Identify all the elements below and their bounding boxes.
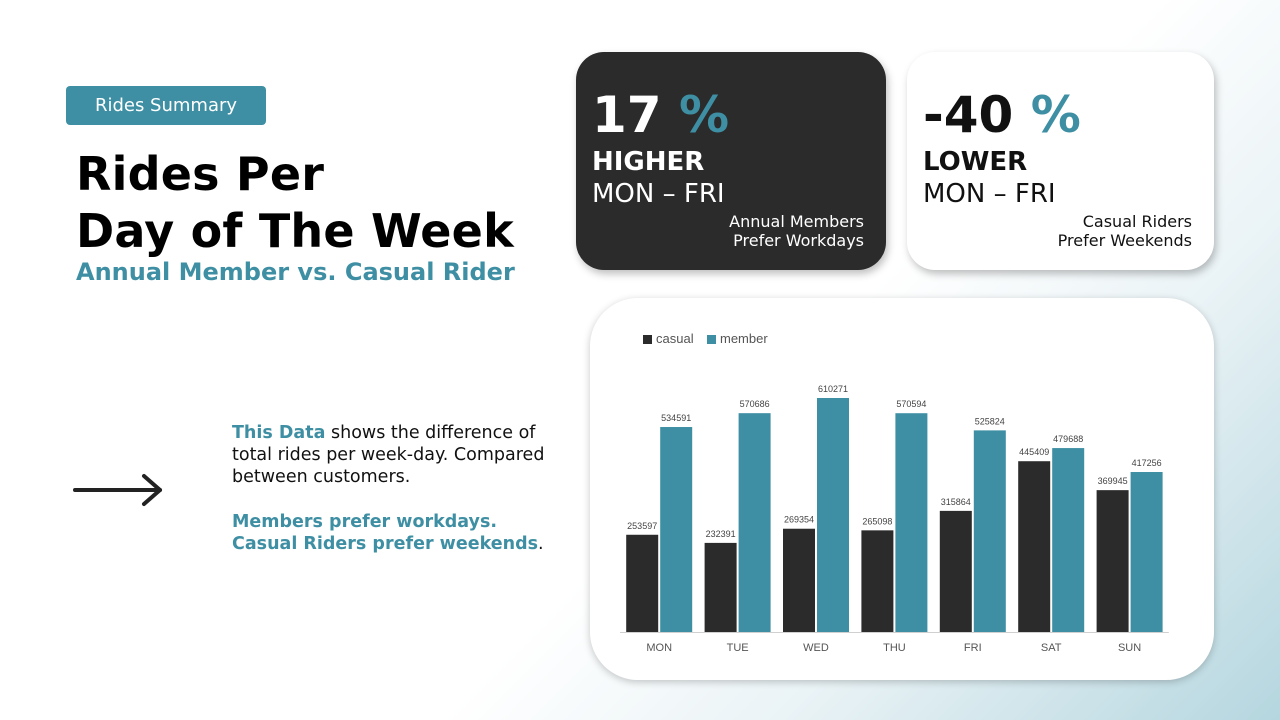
data-label-casual-fri: 315864 [941, 497, 971, 507]
page-title-line-1: Rides Per [76, 147, 325, 201]
data-label-casual-mon: 253597 [627, 521, 657, 531]
description-highlight: This Data [232, 423, 326, 443]
x-tick-label-tue: TUE [727, 642, 749, 654]
bar-casual-wed [783, 528, 815, 632]
page-title-line-2: Day of The Week [76, 204, 514, 258]
description-text: This Data shows the difference of total … [232, 422, 562, 555]
member-stat-note: Annual Members Prefer Workdays [729, 212, 864, 250]
casual-stat-note-line-1: Casual Riders [1082, 212, 1192, 231]
member-stat-days: MON – FRI [592, 179, 725, 209]
casual-stat-unit: % [1030, 86, 1081, 144]
x-tick-label-sat: SAT [1041, 642, 1062, 654]
data-label-casual-sun: 369945 [1098, 476, 1128, 486]
data-label-casual-thu: 265098 [862, 516, 892, 526]
bar-casual-mon [626, 534, 659, 632]
data-label-member-sat: 479688 [1053, 434, 1083, 444]
data-label-casual-sat: 445409 [1019, 447, 1049, 457]
description-members-note: Members prefer workdays. [232, 512, 498, 532]
bar-casual-sun [1096, 490, 1129, 632]
data-label-member-wed: 610271 [818, 384, 848, 394]
bar-member-wed [817, 398, 849, 632]
rides-summary-badge: Rides Summary [66, 86, 266, 125]
chart-card: casual member 253597 534591 MON 232391 570686 T… [590, 298, 1214, 680]
bar-member-thu [895, 413, 928, 632]
casual-stat-note: Casual Riders Prefer Weekends [1058, 212, 1192, 250]
data-label-member-tue: 570686 [740, 399, 770, 409]
bar-member-mon [660, 427, 693, 632]
bar-member-sat [1052, 448, 1085, 632]
data-label-casual-wed: 269354 [784, 515, 814, 525]
page-subtitle: Annual Member vs. Casual Rider [76, 258, 515, 286]
member-stat-note-line-1: Annual Members [729, 212, 864, 231]
bar-member-sun [1130, 472, 1163, 632]
casual-stat-value: -40 % [923, 88, 1192, 142]
member-stat-note-line-2: Prefer Workdays [733, 231, 864, 250]
bar-casual-sat [1018, 461, 1051, 632]
casual-stat-note-line-2: Prefer Weekends [1057, 231, 1192, 250]
data-label-member-fri: 525824 [975, 416, 1005, 426]
x-tick-label-mon: MON [646, 642, 672, 654]
x-tick-label-fri: FRI [964, 642, 982, 654]
x-tick-label-sun: SUN [1118, 642, 1141, 654]
x-tick-label-thu: THU [883, 642, 906, 654]
bar-casual-thu [861, 530, 894, 632]
member-stat-card: 17 % HIGHER MON – FRI Annual Members Pre… [576, 52, 886, 270]
data-label-member-mon: 534591 [661, 413, 691, 423]
description-body: shows the difference of total rides per … [232, 423, 545, 487]
casual-stat-days: MON – FRI [923, 179, 1056, 209]
legend-label-casual: casual [656, 331, 694, 346]
member-stat-value: 17 % [592, 88, 864, 142]
data-label-member-thu: 570594 [896, 399, 926, 409]
bar-member-fri [973, 430, 1006, 632]
legend-swatch-casual [643, 335, 652, 344]
legend-label-member: member [720, 331, 768, 346]
description-period: . [538, 534, 544, 554]
rides-bar-chart: casual member 253597 534591 MON 232391 570686 T… [620, 331, 1169, 654]
casual-stat-number: -40 [923, 86, 1014, 144]
member-stat-direction: HIGHER [592, 147, 705, 177]
description-paragraph-1: This Data shows the difference of total … [232, 422, 562, 488]
description-casual-note: Casual Riders prefer weekends [232, 534, 539, 554]
description-paragraph-2: Members prefer workdays. Casual Riders pr… [232, 511, 562, 555]
casual-stat-card: -40 % LOWER MON – FRI Casual Riders Pref… [907, 52, 1214, 270]
legend-swatch-member [707, 335, 716, 344]
bar-member-tue [738, 413, 771, 632]
member-stat-number: 17 [592, 86, 662, 144]
x-tick-label-wed: WED [803, 642, 829, 654]
data-label-casual-tue: 232391 [706, 529, 736, 539]
casual-stat-direction: LOWER [923, 147, 1028, 177]
member-stat-unit: % [679, 86, 730, 144]
arrow-right-icon [73, 474, 162, 506]
bar-casual-fri [939, 510, 972, 632]
data-label-member-sun: 417256 [1132, 458, 1162, 468]
page-title: Rides Per Day of The Week [76, 146, 514, 260]
bar-casual-tue [704, 542, 737, 632]
